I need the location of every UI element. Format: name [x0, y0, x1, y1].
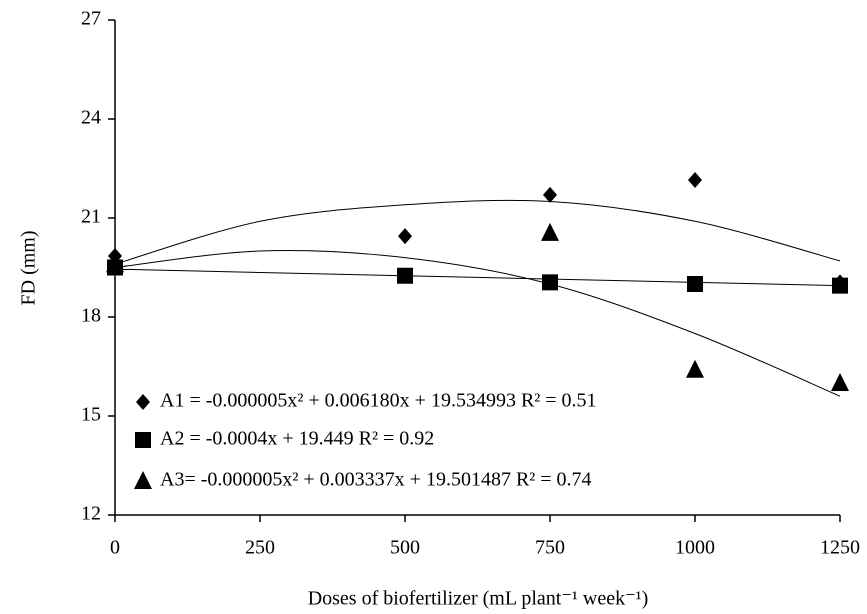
point: [543, 186, 557, 203]
point: [688, 172, 702, 189]
point: [686, 359, 704, 378]
trend-line: [114, 250, 841, 397]
legend-label: A1 = -0.000005x² + 0.006180x + 19.534993…: [160, 390, 597, 412]
y-tick-label: 27: [81, 8, 101, 30]
point: [687, 276, 703, 292]
y-tick-label: 24: [81, 107, 101, 129]
legend-label: A3= -0.000005x² + 0.003337x + 19.501487 …: [160, 469, 592, 491]
x-tick-label: 1250: [820, 537, 860, 559]
x-tick-label: 250: [245, 537, 275, 559]
legend-marker: [136, 394, 150, 410]
x-tick-label: 1000: [675, 537, 715, 559]
x-axis-title: Doses of biofertilizer (mL plant⁻¹ week⁻…: [308, 588, 649, 610]
y-tick-label: 18: [81, 305, 101, 327]
point: [542, 274, 558, 291]
point: [831, 373, 849, 391]
x-tick-label: 500: [390, 537, 420, 559]
x-tick-label: 0: [110, 537, 120, 559]
y-tick-label: 21: [81, 206, 101, 228]
point: [397, 267, 413, 284]
legend-label: A2 = -0.0004x + 19.449 R² = 0.92: [160, 428, 434, 450]
legend-marker: [134, 471, 152, 489]
point: [398, 228, 412, 245]
legend-marker: [135, 432, 151, 448]
x-tick-label: 750: [535, 537, 565, 559]
y-tick-label: 12: [81, 503, 101, 525]
point: [106, 254, 124, 273]
y-tick-label: 15: [81, 404, 101, 426]
point: [832, 277, 848, 294]
y-axis-title: FD (mm): [18, 231, 40, 306]
trend-line: [114, 268, 841, 287]
trend-line: [114, 199, 841, 265]
point: [541, 222, 559, 241]
